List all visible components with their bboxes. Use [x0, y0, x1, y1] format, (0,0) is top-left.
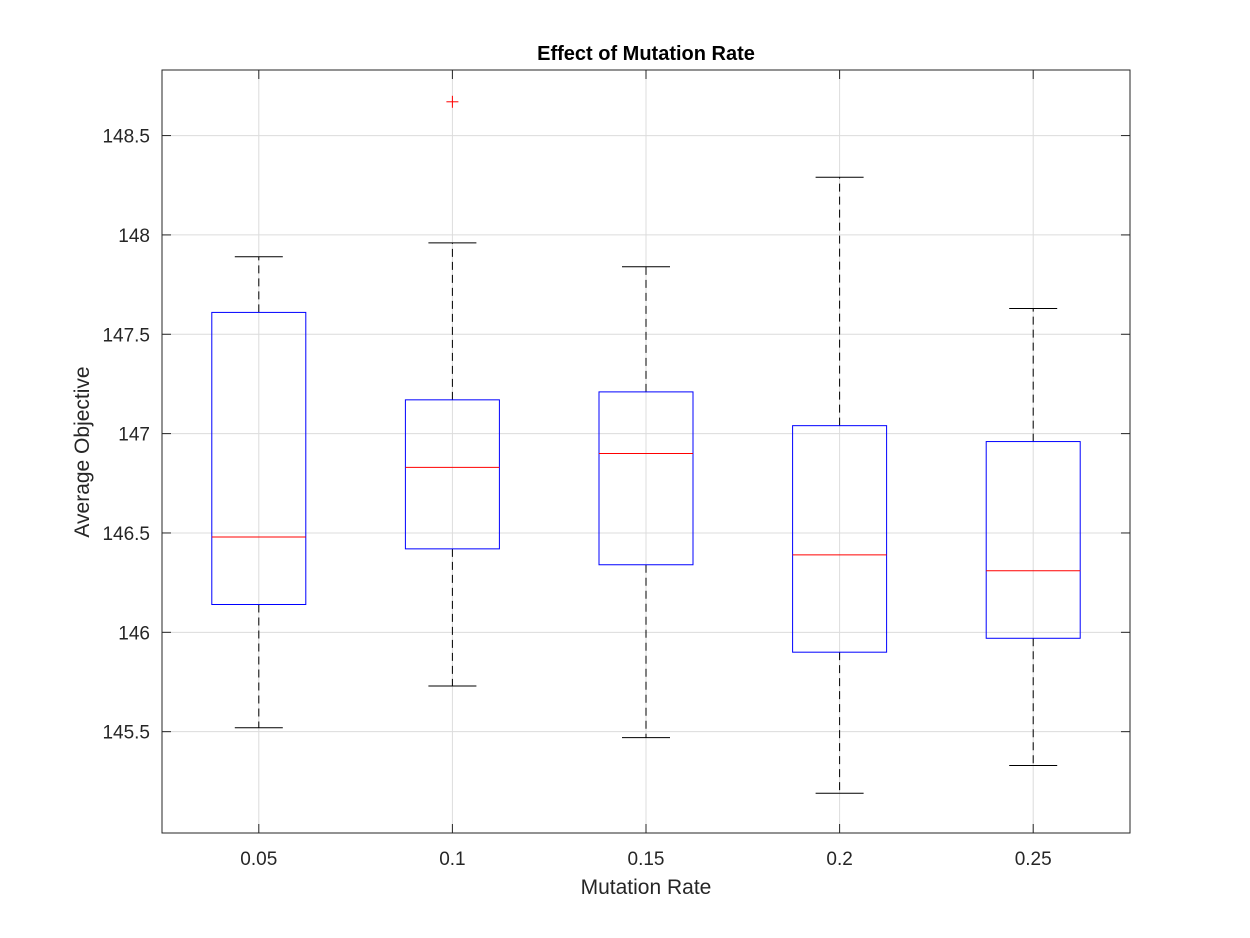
y-tick-label: 148 [118, 226, 150, 247]
x-tick-label: 0.2 [826, 849, 852, 870]
x-tick-label: 0.25 [1015, 849, 1052, 870]
x-tick-label: 0.05 [240, 849, 277, 870]
y-tick-label: 147 [118, 425, 150, 446]
axis-ticks: 0.05 0.1 0.15 0.2 0.25 145.5 146 146.5 147 147.5 1… [102, 70, 1130, 870]
x-tick-label: 0.1 [439, 849, 465, 870]
iqr-box [985, 441, 1081, 639]
iqr-box [792, 425, 888, 653]
iqr-box [211, 311, 307, 605]
boxplot-0.05 [211, 256, 307, 729]
boxplot-0.25 [985, 307, 1081, 766]
y-tick-label: 147.5 [102, 325, 150, 346]
iqr-box [598, 391, 694, 566]
x-axis-label: Mutation Rate [581, 876, 712, 899]
y-axis-label: Average Objective [71, 366, 94, 537]
boxplot-0.15 [598, 266, 694, 739]
grid [162, 70, 1130, 833]
y-tick-label: 145.5 [102, 723, 150, 744]
chart-title: Effect of Mutation Rate [537, 43, 755, 65]
boxplot-0.1 [404, 95, 500, 687]
y-tick-label: 146 [118, 623, 150, 644]
x-tick-label: 0.15 [628, 849, 665, 870]
y-tick-label: 148.5 [102, 127, 150, 148]
outlier-marker [446, 95, 459, 108]
boxplots [211, 95, 1081, 794]
y-tick-label: 146.5 [102, 524, 150, 545]
boxplot-0.2 [792, 176, 888, 794]
iqr-box [404, 399, 500, 550]
